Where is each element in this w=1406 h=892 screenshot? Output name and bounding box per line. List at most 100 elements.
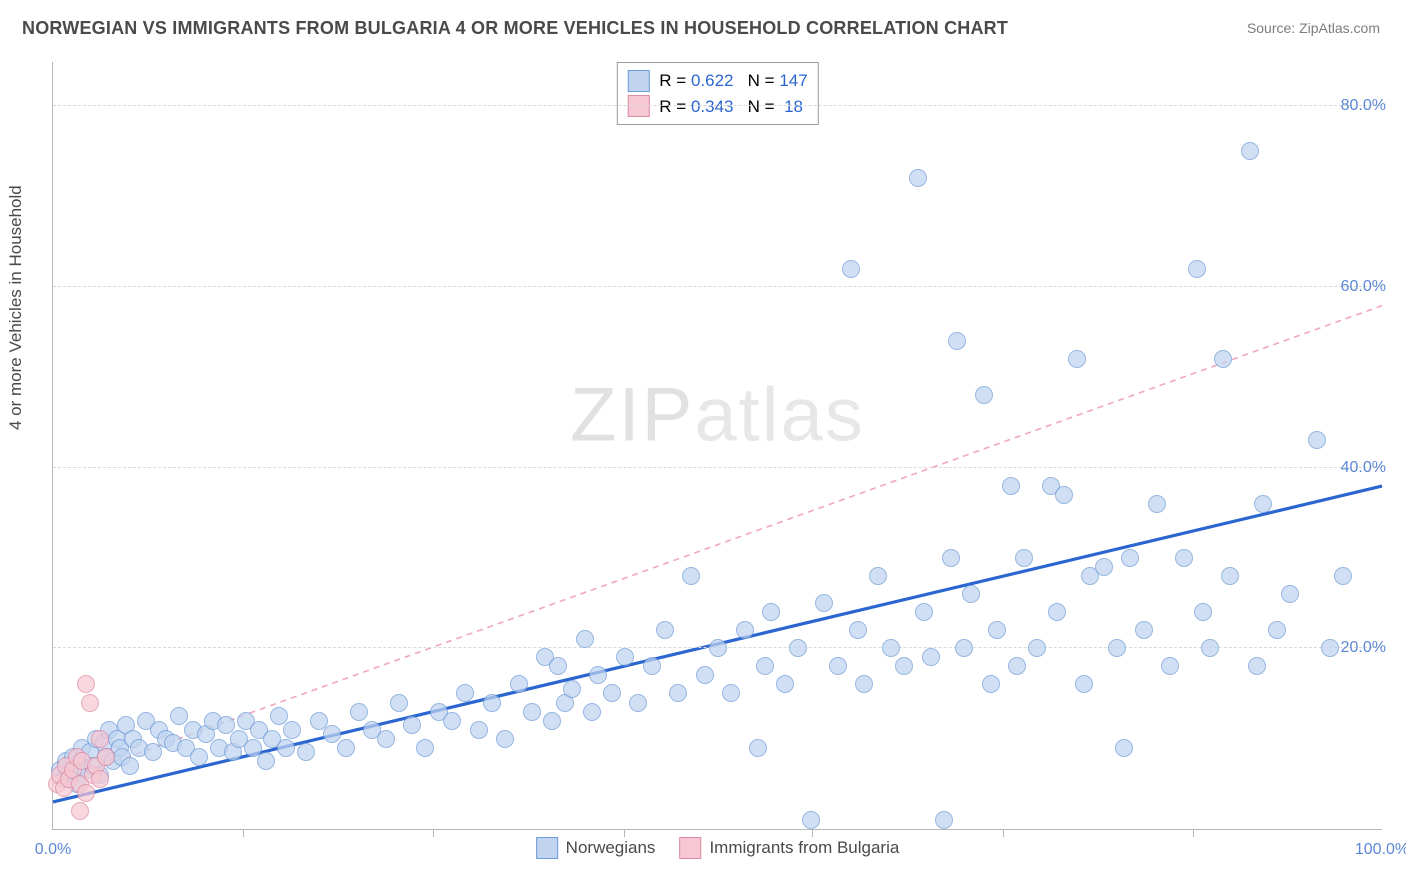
- data-point: [1254, 495, 1272, 513]
- data-point: [1221, 567, 1239, 585]
- data-point: [1241, 142, 1259, 160]
- data-point: [1248, 657, 1266, 675]
- plot-area: ZIPatlas R = 0.622 N = 147 R = 0.343 N =…: [52, 62, 1382, 830]
- data-point: [390, 694, 408, 712]
- data-point: [277, 739, 295, 757]
- chart-container: NORWEGIAN VS IMMIGRANTS FROM BULGARIA 4 …: [0, 0, 1406, 892]
- gridline: [53, 286, 1382, 287]
- data-point: [776, 675, 794, 693]
- y-tick-label: 40.0%: [1333, 459, 1386, 477]
- data-point: [749, 739, 767, 757]
- x-tick: [812, 829, 813, 837]
- data-point: [576, 630, 594, 648]
- legend-item-label: Immigrants from Bulgaria: [709, 838, 899, 858]
- data-point: [722, 684, 740, 702]
- data-point: [643, 657, 661, 675]
- data-point: [975, 386, 993, 404]
- x-axis-max-label: 100.0%: [1355, 841, 1406, 859]
- data-point: [523, 703, 541, 721]
- data-point: [589, 666, 607, 684]
- data-point: [842, 260, 860, 278]
- legend-text: R = 0.622 N = 147: [659, 68, 807, 94]
- data-point: [962, 585, 980, 603]
- data-point: [922, 648, 940, 666]
- data-point: [1068, 350, 1086, 368]
- data-point: [297, 743, 315, 761]
- data-point: [762, 603, 780, 621]
- data-point: [829, 657, 847, 675]
- data-point: [1281, 585, 1299, 603]
- data-point: [456, 684, 474, 702]
- data-point: [257, 752, 275, 770]
- data-point: [669, 684, 687, 702]
- data-point: [955, 639, 973, 657]
- legend-swatch-icon: [679, 837, 701, 859]
- legend-row: R = 0.622 N = 147: [627, 68, 807, 94]
- legend-item: Norwegians: [536, 837, 656, 859]
- data-point: [77, 675, 95, 693]
- data-point: [283, 721, 301, 739]
- gridline: [53, 105, 1382, 106]
- data-point: [1115, 739, 1133, 757]
- data-point: [616, 648, 634, 666]
- x-tick: [433, 829, 434, 837]
- data-point: [91, 770, 109, 788]
- legend-text: R = 0.343 N = 18: [659, 94, 803, 120]
- data-point: [121, 757, 139, 775]
- data-point: [869, 567, 887, 585]
- data-point: [1148, 495, 1166, 513]
- data-point: [909, 169, 927, 187]
- data-point: [802, 811, 820, 829]
- data-point: [416, 739, 434, 757]
- data-point: [855, 675, 873, 693]
- data-point: [603, 684, 621, 702]
- data-point: [377, 730, 395, 748]
- data-point: [1201, 639, 1219, 657]
- data-point: [696, 666, 714, 684]
- x-axis-min-label: 0.0%: [35, 841, 71, 859]
- data-point: [77, 784, 95, 802]
- data-point: [895, 657, 913, 675]
- data-point: [1121, 549, 1139, 567]
- data-point: [470, 721, 488, 739]
- data-point: [629, 694, 647, 712]
- data-point: [1188, 260, 1206, 278]
- data-point: [483, 694, 501, 712]
- data-point: [443, 712, 461, 730]
- data-point: [948, 332, 966, 350]
- watermark: ZIPatlas: [570, 371, 865, 458]
- data-point: [1175, 549, 1193, 567]
- data-point: [736, 621, 754, 639]
- watermark-thin: atlas: [694, 372, 865, 457]
- legend-swatch-icon: [627, 95, 649, 117]
- data-point: [1075, 675, 1093, 693]
- data-point: [682, 567, 700, 585]
- data-point: [1334, 567, 1352, 585]
- data-point: [1002, 477, 1020, 495]
- data-point: [982, 675, 1000, 693]
- data-point: [935, 811, 953, 829]
- y-tick-label: 60.0%: [1333, 278, 1386, 296]
- legend-item-label: Norwegians: [566, 838, 656, 858]
- chart-title: NORWEGIAN VS IMMIGRANTS FROM BULGARIA 4 …: [22, 18, 1008, 39]
- data-point: [709, 639, 727, 657]
- legend-swatch-icon: [536, 837, 558, 859]
- data-point: [337, 739, 355, 757]
- data-point: [1028, 639, 1046, 657]
- correlation-legend: R = 0.622 N = 147 R = 0.343 N = 18: [616, 62, 818, 125]
- data-point: [563, 680, 581, 698]
- data-point: [915, 603, 933, 621]
- x-tick: [243, 829, 244, 837]
- data-point: [1194, 603, 1212, 621]
- data-point: [350, 703, 368, 721]
- data-point: [849, 621, 867, 639]
- data-point: [756, 657, 774, 675]
- data-point: [815, 594, 833, 612]
- data-point: [549, 657, 567, 675]
- data-point: [1095, 558, 1113, 576]
- data-point: [144, 743, 162, 761]
- data-point: [882, 639, 900, 657]
- legend-swatch-icon: [627, 70, 649, 92]
- gridline: [53, 467, 1382, 468]
- source-attribution: Source: ZipAtlas.com: [1247, 20, 1380, 36]
